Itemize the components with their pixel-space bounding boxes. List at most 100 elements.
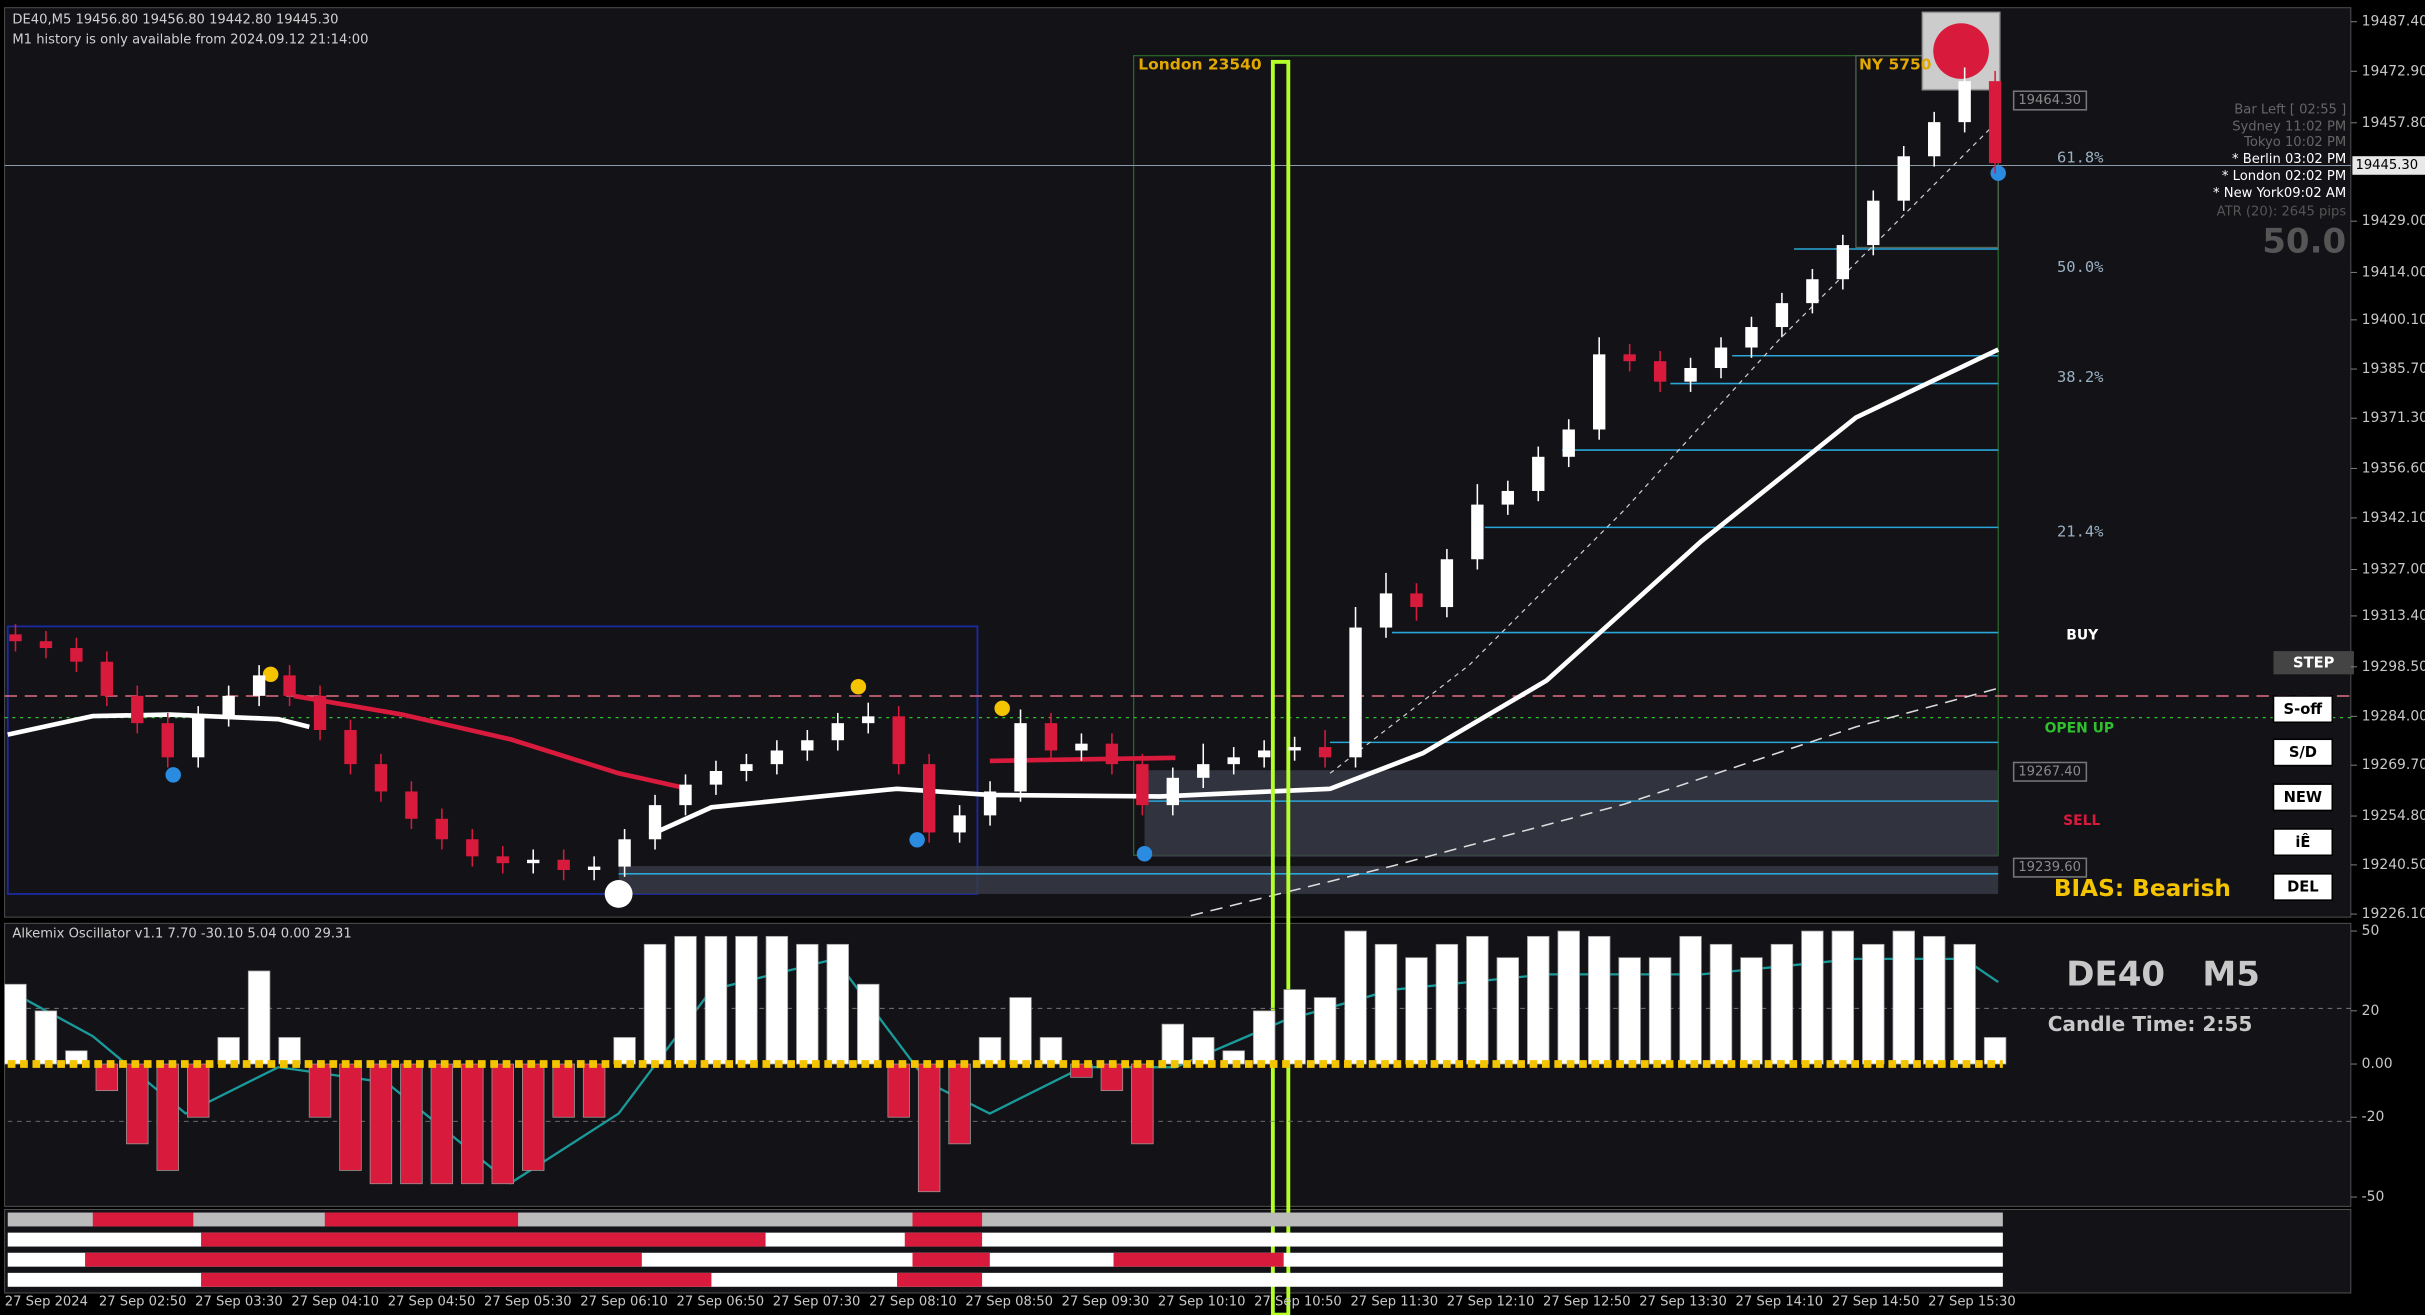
candle-body (1410, 593, 1423, 608)
candle-body (1379, 593, 1393, 628)
osc-bar (1313, 997, 1337, 1065)
candle-body (1623, 354, 1636, 362)
candle-body (1532, 456, 1545, 491)
info-line: ATR (20): 2645 pips (2217, 204, 2347, 219)
dot (850, 678, 867, 695)
candle-body (283, 675, 296, 696)
button[interactable] (2272, 783, 2334, 812)
osc-title: Alkemix Oscillator v1.1 7.70 -30.10 5.04… (12, 927, 351, 942)
osc-bar (1527, 935, 1550, 1065)
y-tick-label: 19313.40 (2362, 608, 2425, 624)
button[interactable] (2272, 695, 2334, 724)
osc-bar (674, 935, 697, 1065)
osc-bar (308, 1063, 332, 1118)
candle-body (922, 764, 936, 833)
osc-bar (1466, 935, 1489, 1065)
y-tick-label: 19342.10 (2362, 510, 2425, 526)
ma-white (7, 712, 310, 737)
candle-body (1044, 723, 1058, 751)
y-tick-label: 19327.00 (2362, 561, 2425, 577)
osc-bar (643, 943, 667, 1065)
button[interactable] (2272, 738, 2334, 767)
dot (909, 832, 925, 848)
osc-bar (1161, 1023, 1185, 1065)
buttons: STEP S-off S/D NEW iÊ DEL (2272, 651, 2354, 901)
candle-body (1592, 354, 1606, 430)
signal-cell (85, 1252, 642, 1267)
button-label[interactable]: S-off (2284, 701, 2324, 718)
candle-body (374, 764, 388, 792)
symbol: DE40 (2066, 954, 2165, 994)
candle-body (1928, 122, 1941, 157)
candle-body (222, 695, 235, 717)
x-tick-label: 27 Sep 07:30 (773, 1295, 861, 1310)
box-label: 19464.30 (2018, 93, 2081, 108)
candle-body (618, 839, 631, 867)
candle-body (466, 839, 479, 857)
button-label[interactable]: iÊ (2295, 833, 2310, 851)
candle-body (405, 791, 418, 819)
osc-bar (1983, 1037, 2007, 1065)
label-box (2352, 156, 2425, 175)
box-label: 19267.40 (2018, 764, 2081, 779)
osc-bar (1100, 1063, 1124, 1092)
button[interactable] (2272, 828, 2334, 857)
candle-body (1197, 764, 1210, 778)
y-tick-label: 19254.80 (2362, 808, 2425, 824)
button-label[interactable]: STEP (2293, 654, 2335, 671)
signal-cell (904, 1232, 983, 1247)
candle-body (527, 859, 540, 864)
osc-bar (582, 1063, 606, 1118)
osc-bar (461, 1063, 484, 1185)
x-tick-label: 27 Sep 10:50 (1254, 1295, 1342, 1310)
dot (262, 666, 279, 683)
y-tick-label: 20 (2362, 1003, 2380, 1019)
candle-body (100, 661, 114, 696)
y-tick-label: 19240.50 (2362, 857, 2425, 873)
x-tick-label: 27 Sep 2024 (5, 1295, 88, 1310)
button-label[interactable]: S/D (2289, 744, 2317, 761)
y-tick-label: -50 (2362, 1189, 2385, 1205)
button-label[interactable]: DEL (2287, 879, 2319, 896)
candle-body (831, 723, 844, 741)
label-box (2012, 761, 2088, 782)
osc-bar (1283, 989, 1306, 1065)
candle-body (1014, 723, 1027, 792)
y-tick-label: 19414.00 (2362, 264, 2425, 280)
candle-body (252, 675, 266, 696)
osc-bar (491, 1063, 514, 1185)
box-labels: 19464.30 19445.30 19267.40 19239.60 (2012, 90, 2425, 878)
osc-bar (278, 1037, 301, 1065)
info-panel: Bar Left [ 02:55 ] Sydney 11:02 PM Tokyo… (2213, 102, 2346, 261)
candle-body (70, 648, 83, 662)
x-tick-label: 27 Sep 06:50 (677, 1295, 765, 1310)
candle-body (1714, 347, 1728, 369)
button[interactable] (2273, 651, 2354, 675)
info-line: * New York09:02 AM (2213, 186, 2346, 201)
osc-bar (1405, 957, 1428, 1065)
candle-body (770, 750, 784, 765)
signal-cell (897, 1272, 983, 1287)
osc-bar (1374, 943, 1398, 1065)
y-tick-label: 19472.90 (2362, 63, 2425, 79)
candle-body (1440, 559, 1454, 608)
candle-body (1806, 279, 1819, 304)
button-label[interactable]: NEW (2284, 789, 2323, 806)
fib-label: 38.2% (2057, 368, 2104, 386)
y-tick-label: 19284.00 (2362, 708, 2425, 724)
y-tick-label: 0.00 (2362, 1056, 2393, 1072)
osc-bar (1039, 1037, 1063, 1065)
osc-bar (522, 1063, 545, 1171)
x-tick-label: 27 Sep 14:50 (1832, 1295, 1920, 1310)
candle-body (1867, 200, 1880, 246)
x-tick-label: 27 Sep 02:50 (99, 1295, 187, 1310)
osc-bar (1801, 930, 1824, 1065)
candle-body (587, 866, 601, 871)
x-tick-label: 27 Sep 06:10 (580, 1295, 668, 1310)
osc-bar (1587, 935, 1611, 1065)
y-tick-label: 19356.60 (2362, 460, 2425, 476)
button[interactable] (2272, 873, 2334, 901)
osc-bar (400, 1063, 423, 1185)
